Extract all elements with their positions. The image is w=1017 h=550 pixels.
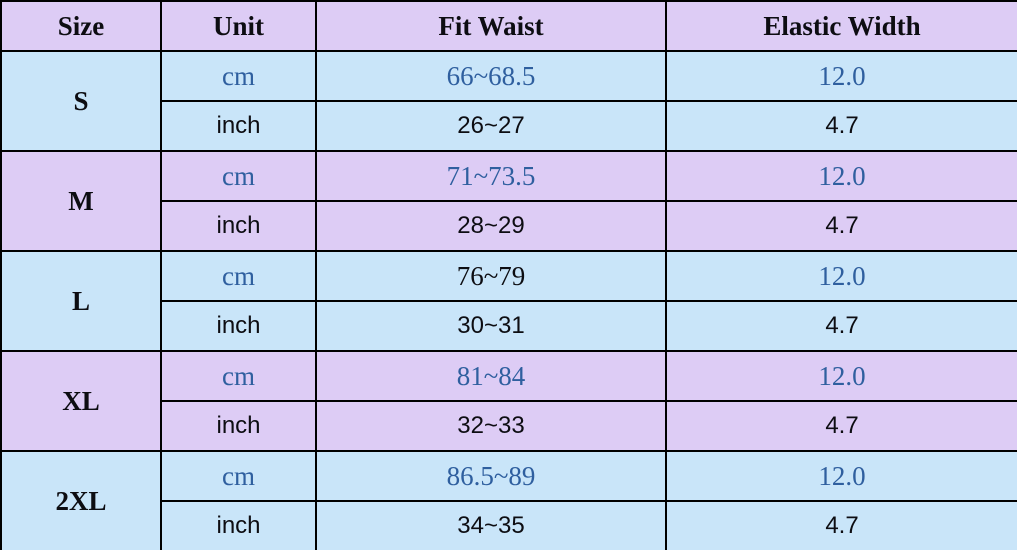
elastic-width-inch-value: 4.7	[665, 200, 1017, 252]
size-label-m: M	[0, 150, 162, 252]
header-elastic-width: Elastic Width	[665, 0, 1017, 52]
fit-waist-inch-value: 32~33	[315, 400, 667, 452]
header-size: Size	[0, 0, 162, 52]
unit-cm-cell: cm	[160, 250, 317, 302]
elastic-width-inch-value: 4.7	[665, 500, 1017, 550]
unit-inch-cell: inch	[160, 400, 317, 452]
unit-cm-cell: cm	[160, 450, 317, 502]
fit-waist-cm-value: 66~68.5	[315, 50, 667, 102]
fit-waist-cm-value: 81~84	[315, 350, 667, 402]
table-row: inch 30~31 4.7	[1, 300, 1017, 352]
elastic-width-inch-value: 4.7	[665, 100, 1017, 152]
fit-waist-cm-value: 76~79	[315, 250, 667, 302]
table-row: 2XL cm 86.5~89 12.0	[0, 450, 1017, 550]
elastic-width-cm-value: 12.0	[665, 250, 1017, 302]
unit-cm-cell: cm	[160, 150, 317, 202]
fit-waist-cm-value: 71~73.5	[315, 150, 667, 202]
table-row: inch 28~29 4.7	[1, 200, 1017, 252]
table-row: S cm 66~68.5 12.0	[0, 50, 1017, 152]
fit-waist-inch-value: 30~31	[315, 300, 667, 352]
header-fit-waist: Fit Waist	[315, 0, 667, 52]
unit-inch-cell: inch	[160, 500, 317, 550]
size-label-s: S	[0, 50, 162, 152]
unit-cm-cell: cm	[160, 350, 317, 402]
table-row: M cm 71~73.5 12.0	[0, 150, 1017, 252]
elastic-width-cm-value: 12.0	[665, 150, 1017, 202]
elastic-width-inch-value: 4.7	[665, 400, 1017, 452]
fit-waist-cm-value: 86.5~89	[315, 450, 667, 502]
unit-inch-cell: inch	[160, 200, 317, 252]
fit-waist-inch-value: 26~27	[315, 100, 667, 152]
header-unit: Unit	[160, 0, 317, 52]
unit-cm-cell: cm	[160, 50, 317, 102]
elastic-width-cm-value: 12.0	[665, 350, 1017, 402]
size-label-xl: XL	[0, 350, 162, 452]
elastic-width-cm-value: 12.0	[665, 50, 1017, 102]
elastic-width-cm-value: 12.0	[665, 450, 1017, 502]
unit-inch-cell: inch	[160, 100, 317, 152]
size-label-2xl: 2XL	[0, 450, 162, 550]
fit-waist-inch-value: 34~35	[315, 500, 667, 550]
header-row: Size Unit Fit Waist Elastic Width	[0, 0, 1017, 52]
table-row: inch 26~27 4.7	[1, 100, 1017, 152]
elastic-width-inch-value: 4.7	[665, 300, 1017, 352]
table-row: L cm 76~79 12.0	[0, 250, 1017, 352]
fit-waist-inch-value: 28~29	[315, 200, 667, 252]
table-row: inch 32~33 4.7	[1, 400, 1017, 452]
size-label-l: L	[0, 250, 162, 352]
unit-inch-cell: inch	[160, 300, 317, 352]
table-row: XL cm 81~84 12.0	[0, 350, 1017, 452]
